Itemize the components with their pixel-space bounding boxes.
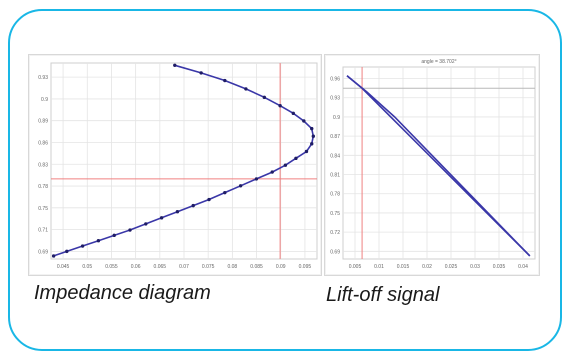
x-tick-label: 0.02 bbox=[422, 264, 432, 270]
impedance-chart-panel: 0.045 0.05 0.055 0.06 0.065 0.07 0.075 0.08 0.08… bbox=[28, 54, 322, 276]
y-tick-label: 0.89 bbox=[38, 119, 48, 125]
x-tick-label: 0.095 bbox=[299, 264, 312, 270]
data-point bbox=[311, 134, 316, 138]
x-tick-label: 0.045 bbox=[57, 264, 70, 270]
y-tick-label: 0.78 bbox=[38, 184, 48, 190]
y-tick-label: 0.93 bbox=[38, 75, 48, 81]
y-tick-label: 0.71 bbox=[38, 228, 48, 234]
data-point bbox=[310, 126, 314, 131]
data-point bbox=[191, 203, 195, 208]
x-tick-label: 0.07 bbox=[179, 264, 189, 270]
x-tick-label: 0.05 bbox=[82, 264, 92, 270]
data-point bbox=[254, 177, 259, 181]
data-point bbox=[96, 238, 101, 243]
series-line-2 bbox=[346, 75, 531, 257]
data-point bbox=[128, 228, 132, 232]
chart-title: angle = 38.702° bbox=[421, 59, 456, 65]
y-tick-label: 0.9 bbox=[333, 115, 340, 121]
x-tick-label: 0.04 bbox=[518, 264, 528, 270]
x-tick-label: 0.015 bbox=[397, 264, 410, 270]
data-point bbox=[223, 78, 227, 83]
x-tick-label: 0.025 bbox=[445, 264, 458, 270]
y-tick-label: 0.69 bbox=[38, 249, 48, 255]
y-tick-label: 0.84 bbox=[330, 153, 340, 159]
x-tick-label: 0.035 bbox=[493, 264, 506, 270]
y-tick-label: 0.75 bbox=[330, 211, 340, 217]
data-point bbox=[159, 216, 164, 220]
impedance-diagram-caption: Impedance diagram bbox=[34, 282, 211, 304]
data-point bbox=[80, 244, 85, 248]
data-point bbox=[144, 222, 148, 226]
x-tick-label: 0.085 bbox=[250, 264, 263, 270]
data-point bbox=[310, 142, 314, 146]
y-tick-label: 0.78 bbox=[330, 192, 340, 198]
y-tick-label: 0.87 bbox=[330, 134, 340, 140]
data-point bbox=[65, 249, 69, 254]
data-point bbox=[112, 233, 116, 238]
data-point bbox=[262, 95, 267, 100]
y-tick-label: 0.69 bbox=[330, 249, 340, 255]
x-tick-label: 0.005 bbox=[349, 264, 362, 270]
y-tick-label: 0.86 bbox=[38, 140, 48, 146]
y-tick-label: 0.83 bbox=[38, 162, 48, 168]
x-tick-label: 0.065 bbox=[154, 264, 167, 270]
data-point bbox=[51, 254, 56, 258]
y-tick-label: 0.75 bbox=[38, 206, 48, 212]
liftoff-signal-caption: Lift-off signal bbox=[326, 284, 440, 306]
y-tick-label: 0.72 bbox=[330, 230, 340, 236]
y-tick-label: 0.96 bbox=[330, 77, 340, 83]
data-point bbox=[175, 210, 180, 214]
data-point bbox=[207, 197, 211, 202]
data-point bbox=[294, 156, 298, 161]
data-point bbox=[244, 87, 248, 91]
liftoff-chart: angle = 38.702° 0.005 0.01 0.015 0.02 0.025 0.… bbox=[330, 59, 536, 270]
data-point bbox=[173, 63, 177, 67]
x-tick-label: 0.055 bbox=[105, 264, 118, 270]
y-tick-label: 0.93 bbox=[330, 96, 340, 102]
x-tick-label: 0.08 bbox=[227, 264, 237, 270]
data-point bbox=[283, 163, 288, 167]
data-point bbox=[304, 149, 309, 154]
x-tick-label: 0.09 bbox=[276, 264, 286, 270]
y-tick-label: 0.9 bbox=[41, 97, 48, 103]
data-point bbox=[238, 184, 243, 188]
data-point bbox=[199, 71, 203, 75]
data-point bbox=[278, 104, 282, 108]
x-tick-label: 0.06 bbox=[131, 264, 141, 270]
y-tick-label: 0.81 bbox=[330, 173, 340, 179]
liftoff-chart-panel: angle = 38.702° 0.005 0.01 0.015 0.02 0.025 0.… bbox=[324, 54, 540, 276]
x-tick-label: 0.03 bbox=[470, 264, 480, 270]
data-point bbox=[223, 190, 227, 195]
x-tick-label: 0.075 bbox=[202, 264, 215, 270]
data-point bbox=[291, 111, 295, 116]
data-point bbox=[270, 170, 274, 174]
data-point bbox=[302, 119, 306, 123]
impedance-chart: 0.045 0.05 0.055 0.06 0.065 0.07 0.075 0.08 0.08… bbox=[38, 62, 318, 270]
x-tick-label: 0.01 bbox=[374, 264, 384, 270]
